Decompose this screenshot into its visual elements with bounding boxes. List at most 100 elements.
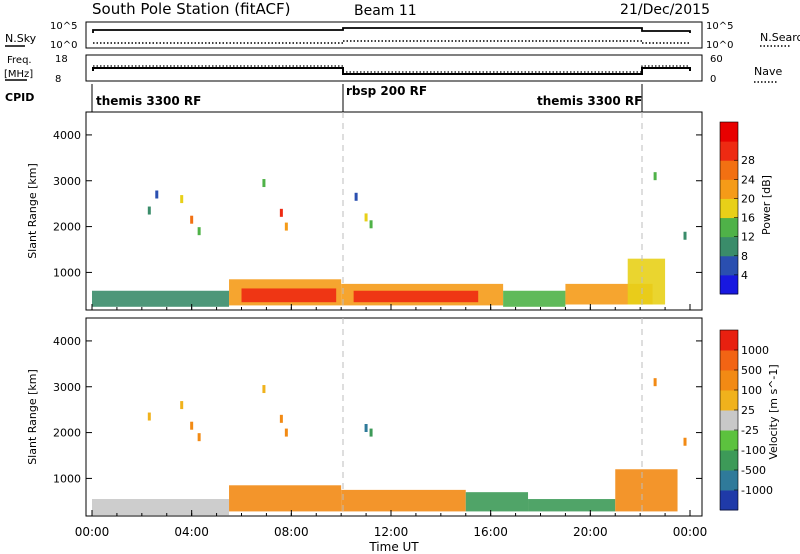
colorbar-tick-7: -500	[741, 464, 766, 477]
data-point-5	[155, 190, 159, 199]
data-point-9	[369, 428, 373, 437]
colorbar-swatch-5	[720, 198, 738, 219]
data-region-5	[353, 290, 479, 303]
data-point-6	[279, 208, 283, 217]
data-region-3	[341, 489, 466, 512]
colorbar-swatch-8	[720, 141, 738, 161]
velocity-ylabel: Slant Range [km]	[26, 369, 39, 465]
colorbar-tick-4: 16	[741, 212, 755, 225]
nsky-tick-bottom-right: 10^0	[706, 40, 733, 51]
x-tick-label-1: 04:00	[174, 525, 209, 539]
colorbar-swatch-4	[720, 217, 738, 238]
colorbar-tick-4: 25	[741, 404, 755, 417]
nsearch-line	[93, 40, 690, 44]
x-tick-label-0: 00:00	[75, 525, 110, 539]
colorbar-swatch-4	[720, 430, 738, 451]
y-tick-label-2000: 2000	[53, 427, 81, 440]
colorbar-swatch-7	[720, 370, 738, 391]
colorbar-frame	[719, 329, 739, 511]
x-tick-label-5: 20:00	[573, 525, 608, 539]
data-region-1	[92, 499, 230, 516]
data-point-8	[262, 179, 266, 188]
colorbar-tick-8: -1000	[741, 484, 773, 497]
colorbar-tick-6: -100	[741, 444, 766, 457]
x-tick-label-4: 16:00	[473, 525, 508, 539]
x-axis-label: Time UT	[368, 540, 419, 554]
colorbar-swatch-5	[720, 410, 738, 431]
power-cbar-label: Power [dB]	[760, 175, 773, 235]
nsearch-label: N.Search	[760, 31, 800, 44]
colorbar-swatch-6	[720, 390, 738, 411]
data-point-7	[284, 222, 288, 231]
colorbar-swatch-3	[720, 450, 738, 471]
data-point-13	[683, 231, 687, 240]
colorbar-frame	[719, 121, 739, 295]
colorbar-tick-3: 100	[741, 384, 762, 397]
y-tick-label-3000: 3000	[53, 175, 81, 188]
data-point-10	[653, 378, 657, 387]
colorbar-tick-5: 20	[741, 192, 755, 205]
colorbar-tick-3: 12	[741, 231, 755, 244]
nsky-line	[92, 27, 691, 33]
velocity-y-axis: 1000 2000 3000 4000	[53, 335, 702, 485]
data-region-8	[627, 258, 666, 305]
data-region-2	[229, 485, 342, 512]
cpid-segment-1: themis 3300 RF	[96, 94, 201, 108]
colorbar-swatch-6	[720, 179, 738, 199]
data-region-4	[465, 492, 529, 512]
data-point-3	[197, 433, 201, 442]
colorbar-swatch-3	[720, 236, 738, 257]
data-point-1	[180, 401, 184, 410]
data-point-1	[180, 195, 184, 204]
nave-tick-bottom: 0	[710, 74, 716, 85]
freq-panel: Freq. [MHz] 18 8 60 0 Nave	[4, 54, 782, 85]
nave-label: Nave	[754, 65, 782, 78]
power-y-axis: 1000 2000 3000 4000	[53, 129, 702, 279]
data-point-11	[354, 192, 358, 201]
power-ylabel: Slant Range [km]	[26, 163, 39, 259]
data-point-2	[190, 215, 194, 224]
data-region-3	[241, 288, 337, 303]
data-point-10	[369, 220, 373, 229]
date-label: 21/Dec/2015	[620, 2, 710, 18]
data-point-12	[653, 172, 657, 181]
nsky-tick-top: 10^5	[50, 21, 77, 32]
cpid-label: CPID	[5, 91, 34, 104]
x-axis: 00:00 04:00 08:00 12:00 16:00 20:00 00:00	[75, 304, 708, 539]
colorbar-swatch-1	[720, 490, 738, 511]
data-point-8	[364, 424, 368, 432]
nsky-tick-bottom: 10^0	[50, 40, 77, 51]
colorbar-swatch-9	[720, 122, 738, 142]
colorbar-tick-2: 500	[741, 364, 762, 377]
nave-tick-top: 60	[710, 54, 723, 65]
y-tick-label-3000: 3000	[53, 381, 81, 394]
data-point-2	[190, 421, 194, 430]
velocity-colorbar: 1000 500 100 25 -25 -100 -500 -1000	[719, 329, 773, 511]
data-point-3	[197, 227, 201, 236]
data-point-9	[364, 213, 368, 222]
velocity-cbar-label: Velocity [m s^-1]	[767, 364, 780, 459]
x-tick-label-2: 08:00	[274, 525, 309, 539]
colorbar-swatch-1	[720, 274, 738, 295]
data-point-4	[147, 206, 151, 215]
velocity-plot-frame	[85, 317, 703, 517]
beam-label: Beam 11	[354, 3, 417, 19]
data-point-6	[284, 428, 288, 437]
colorbar-tick-1: 4	[741, 269, 748, 282]
velocity-panel: 1000 2000 3000 4000 Slant Range [km] 1000 50…	[26, 317, 780, 517]
cpid-segment-2: rbsp 200 RF	[346, 84, 427, 98]
colorbar-swatch-9	[720, 330, 738, 351]
station-title: South Pole Station (fitACF)	[92, 0, 290, 18]
data-point-7	[262, 385, 266, 394]
y-tick-label-1000: 1000	[53, 266, 81, 279]
x-tick-label-6: 00:00	[673, 525, 708, 539]
data-point-5	[279, 414, 283, 423]
y-tick-label-1000: 1000	[53, 472, 81, 485]
colorbar-tick-7: 28	[741, 154, 755, 167]
colorbar-swatch-7	[720, 160, 738, 180]
colorbar-tick-6: 24	[741, 173, 755, 186]
freq-tick-bottom: 8	[55, 74, 61, 85]
freq-line	[92, 67, 691, 75]
data-region-1	[92, 290, 230, 307]
